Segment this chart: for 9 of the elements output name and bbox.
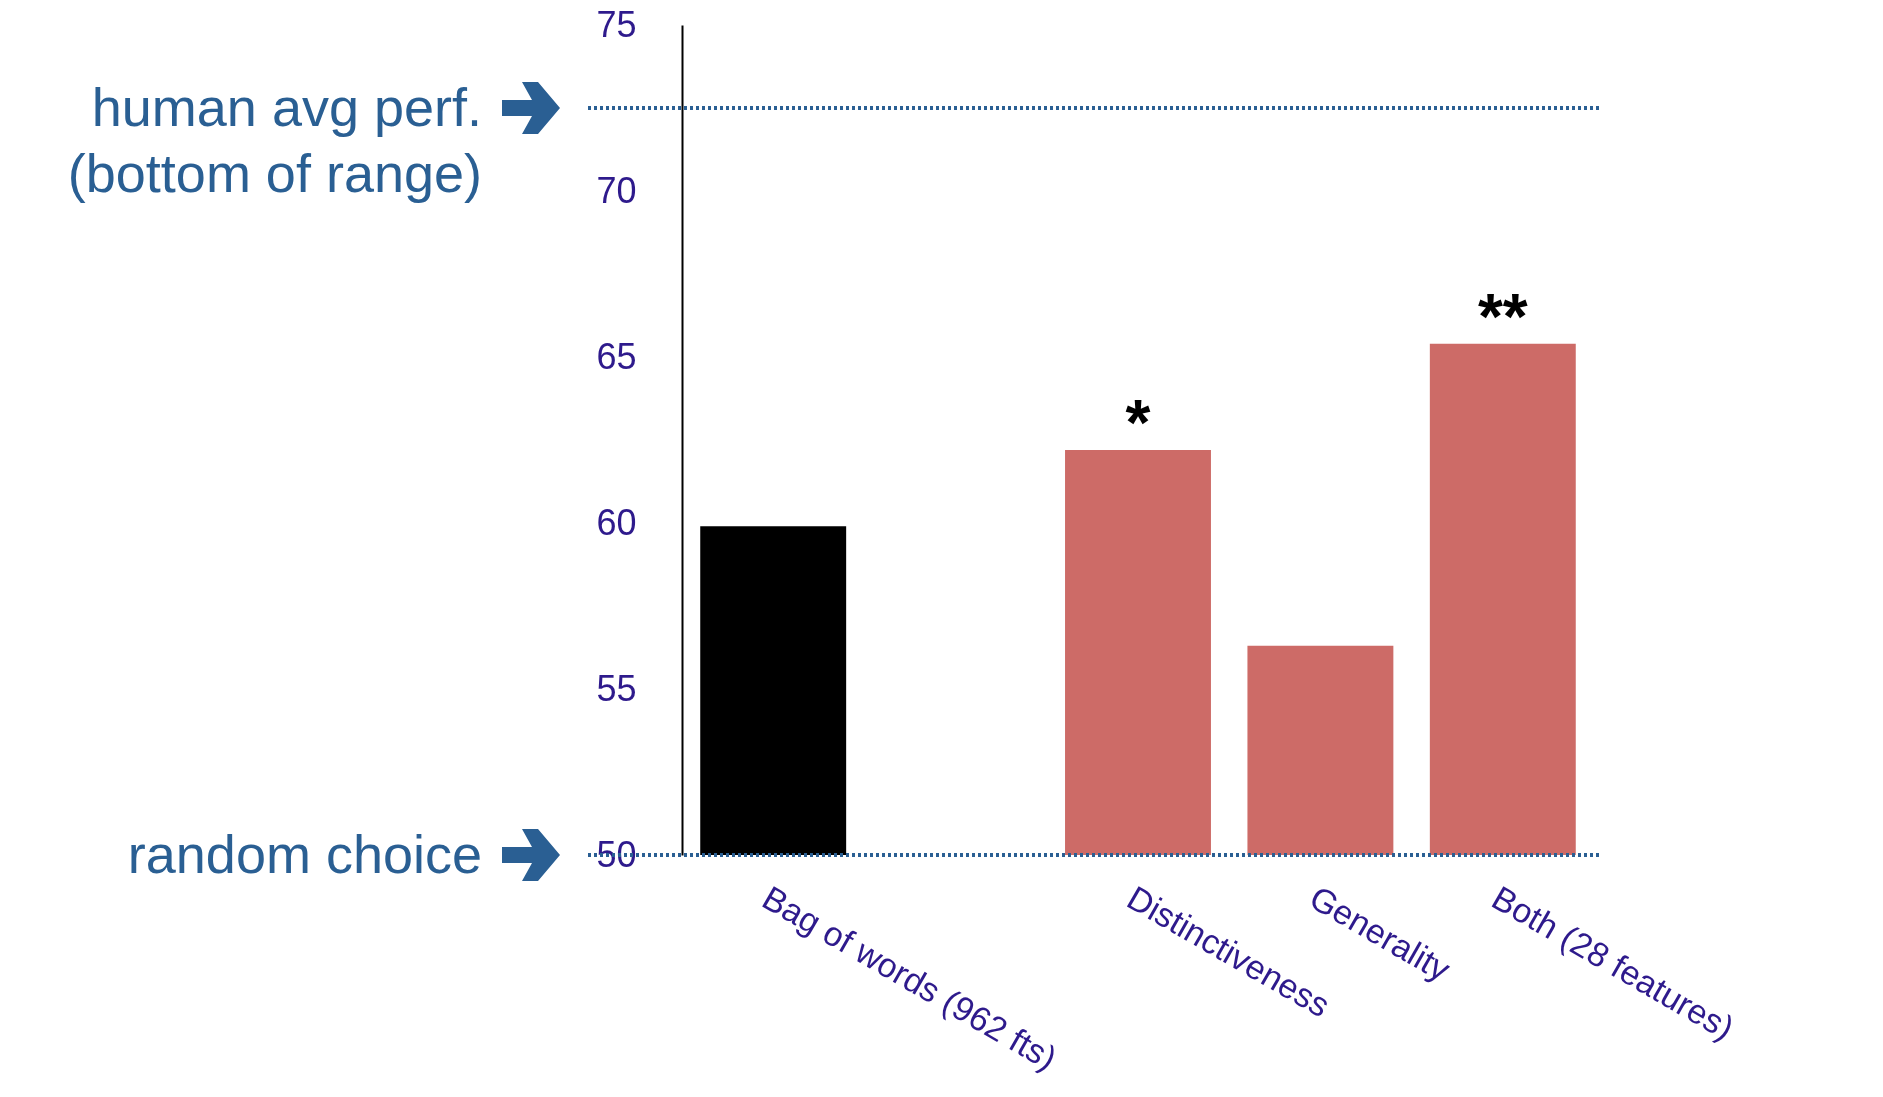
annotation: **	[1477, 280, 1528, 353]
y-tick-label: 75	[596, 3, 637, 45]
y-tick-label: 65	[596, 335, 637, 377]
annotation: *	[1125, 386, 1151, 459]
y-tick-label: 70	[596, 169, 637, 211]
y-tick-label: 55	[596, 667, 637, 709]
y-tick-label: 60	[596, 501, 637, 543]
ref-line-label: random choice	[127, 824, 482, 884]
ref-line-label: human avg perf. (bottom of range)	[67, 77, 482, 203]
